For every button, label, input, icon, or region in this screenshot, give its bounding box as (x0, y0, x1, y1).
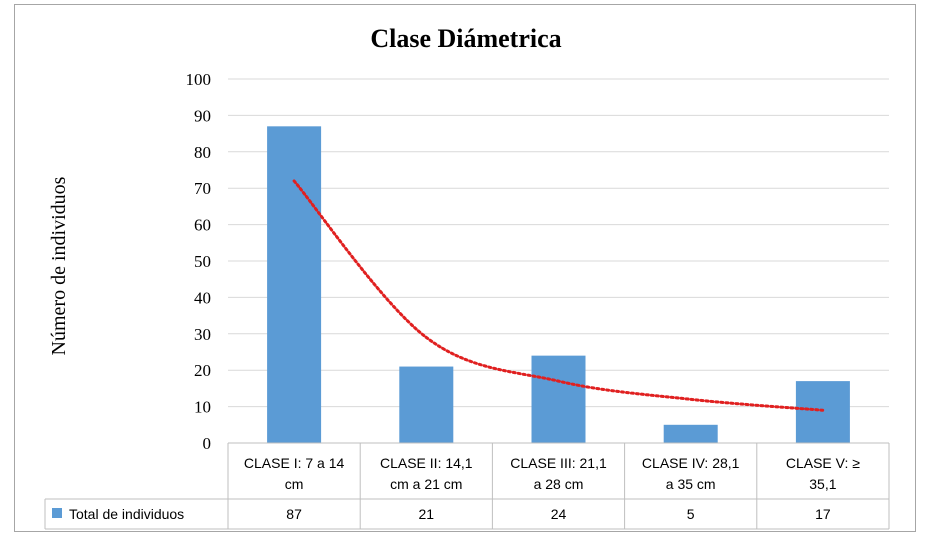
bar (267, 126, 322, 443)
gridlines (228, 78, 889, 444)
bar (663, 424, 718, 443)
data-table: CLASE I: 7 a 14 cm CLASE II: 14,1 cm a 21 c… (44, 442, 890, 530)
table-value: 87 (286, 506, 302, 522)
bar (531, 355, 586, 443)
y-tick-label: 0 (203, 434, 212, 453)
y-tick-label: 30 (194, 325, 211, 344)
y-tick-label: 90 (194, 106, 211, 125)
chart-frame: Clase Diámetrica Número de individuos 0 1… (14, 4, 916, 532)
table-value: 5 (687, 506, 695, 522)
y-tick-label: 40 (194, 288, 211, 307)
y-tick-label: 20 (194, 361, 211, 380)
bars (267, 126, 850, 443)
y-tick-labels: 0 10 20 30 40 50 60 70 80 90 100 (186, 70, 212, 453)
category-label: CLASE V: ≥35,1 (786, 455, 860, 492)
y-tick-label: 50 (194, 252, 211, 271)
chart-title: Clase Diámetrica (370, 24, 561, 53)
y-axis-label: Número de individuos (48, 176, 70, 355)
bar (399, 366, 454, 443)
table-value: 21 (419, 506, 435, 522)
legend-label: Total de individuos (69, 506, 184, 522)
legend-swatch (52, 508, 62, 518)
trendline (292, 179, 825, 412)
bar-chart: Clase Diámetrica Número de individuos 0 1… (44, 24, 890, 530)
y-tick-label: 100 (186, 70, 212, 89)
y-tick-label: 10 (194, 398, 211, 417)
category-label: CLASE I: 7 a 14 cm (244, 455, 345, 492)
table-value: 17 (815, 506, 831, 522)
table-value: 24 (551, 506, 567, 522)
y-tick-label: 60 (194, 216, 211, 235)
category-label: CLASE II: 14,1 cm a 21 cm (380, 455, 473, 492)
y-tick-label: 70 (194, 179, 211, 198)
y-tick-label: 80 (194, 143, 211, 162)
category-label: CLASE III: 21,1 a 28 cm (510, 455, 607, 492)
category-label: CLASE IV: 28,1 a 35 cm (642, 455, 740, 492)
bar (795, 381, 850, 443)
